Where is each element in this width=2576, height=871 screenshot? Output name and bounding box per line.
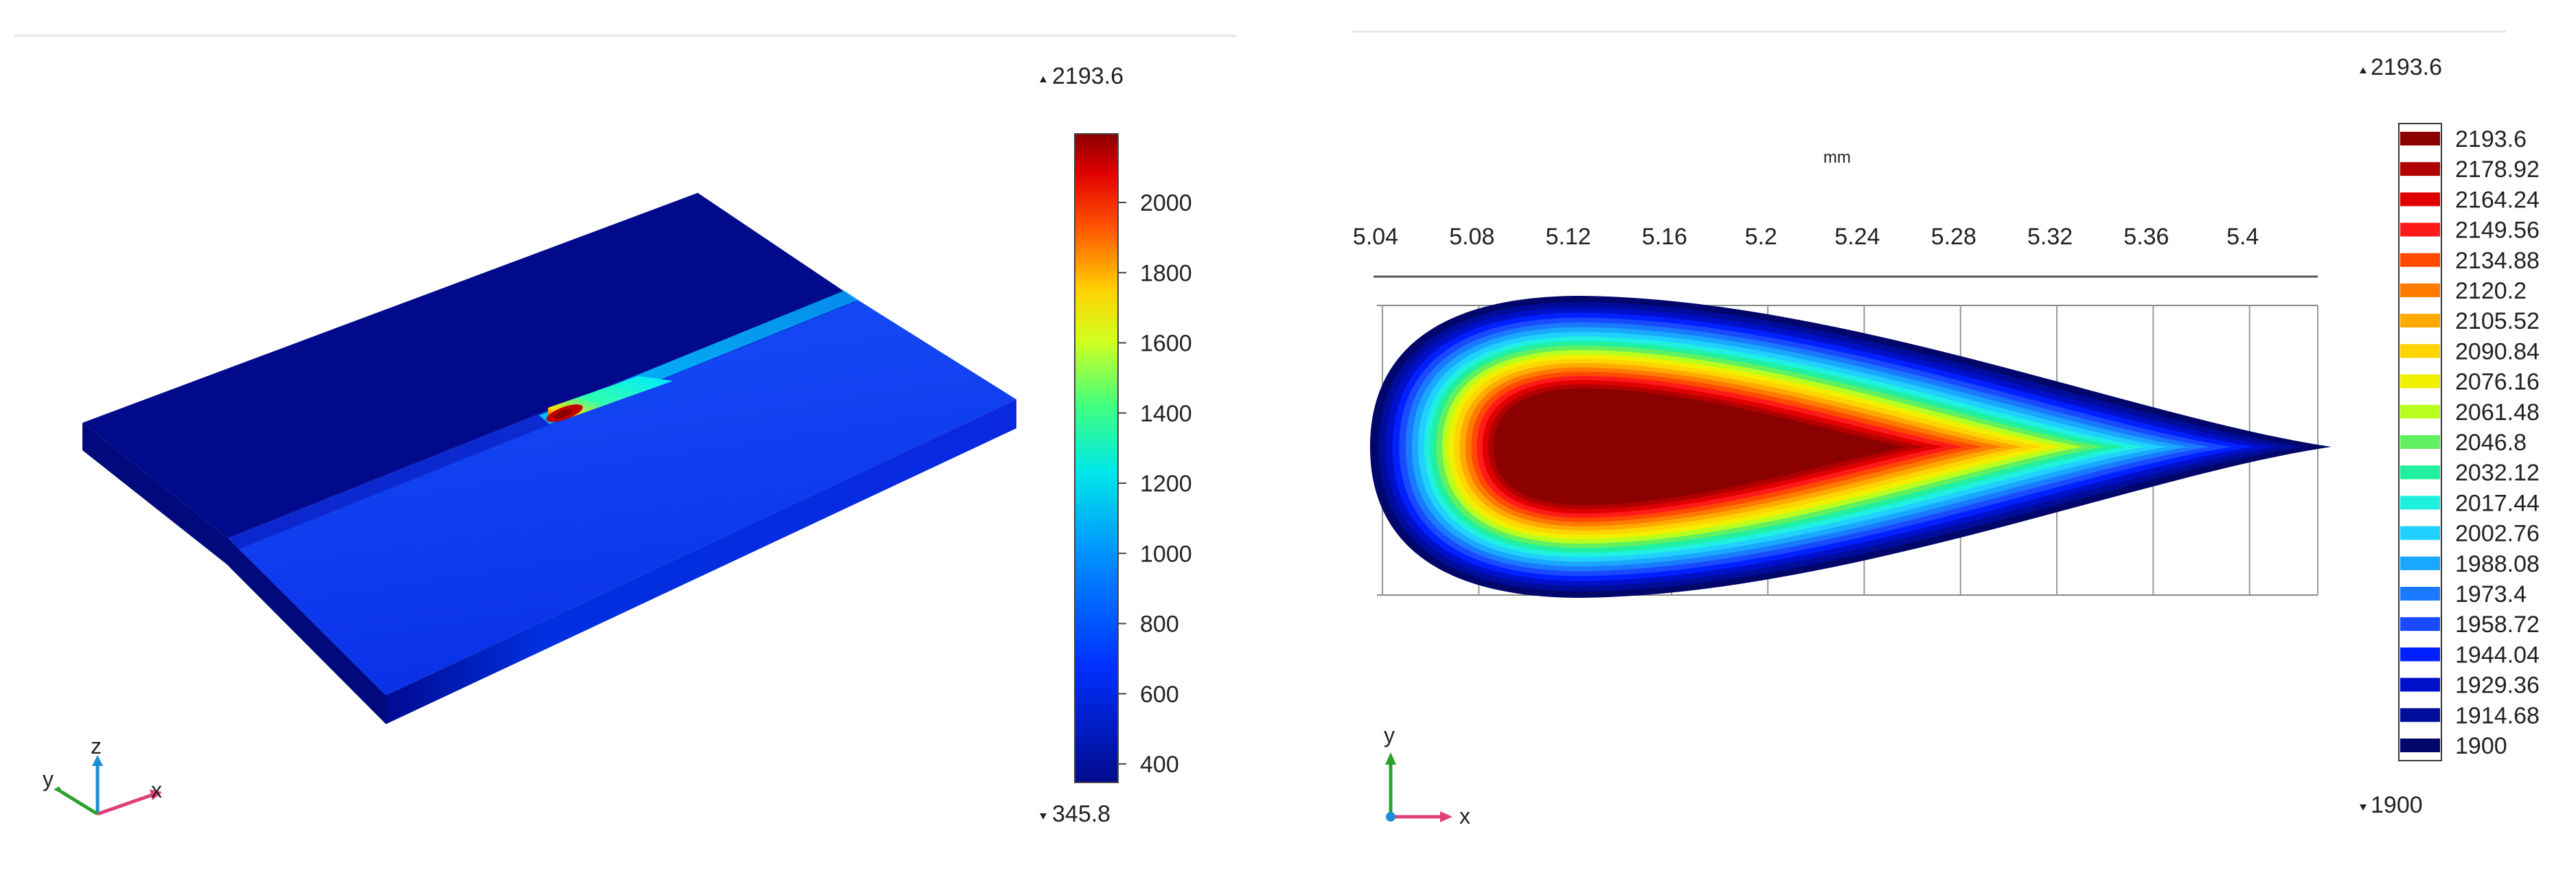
triad-y-label: y bbox=[1384, 723, 1395, 747]
plate-top-front-region bbox=[228, 292, 1016, 695]
colorbar-tick-label: 400 bbox=[1140, 752, 1179, 778]
colorbar-tick-label: 1800 bbox=[1140, 260, 1192, 286]
x-tick-label: 5.36 bbox=[2123, 224, 2169, 250]
right-contour-panel: mm 5.04 5.08 5.12 5.16 5.2 5.24 5.28 5.32 5.36 5.… bbox=[1288, 0, 2576, 871]
legend-swatch bbox=[2400, 496, 2440, 510]
legend-level-label: 2149.56 bbox=[2455, 218, 2540, 244]
legend-level-label: 2134.88 bbox=[2455, 248, 2540, 274]
legend-swatch bbox=[2400, 526, 2440, 540]
legend-swatch bbox=[2400, 739, 2440, 752]
min-marker-icon bbox=[2360, 804, 2367, 811]
melt-pool-center bbox=[554, 409, 573, 419]
x-tick-label: 5.4 bbox=[2226, 224, 2259, 250]
left-min-label: 345.8 bbox=[1052, 801, 1110, 827]
left-colorbar bbox=[1074, 133, 1119, 783]
x-tick-label: 5.24 bbox=[1834, 224, 1880, 250]
min-marker-icon bbox=[1040, 813, 1047, 820]
left-3d-panel: 2000 1800 1600 1400 1200 1000 800 600 400 2193.6… bbox=[14, 34, 1236, 827]
x-tick-label: 5.12 bbox=[1546, 224, 1591, 250]
legend-swatch bbox=[2400, 192, 2440, 207]
colorbar-tick-label: 1400 bbox=[1140, 401, 1192, 427]
triad-z-label: z bbox=[91, 734, 102, 758]
legend-level-label: 2061.48 bbox=[2455, 399, 2540, 426]
x-tick-label: 5.16 bbox=[1642, 224, 1687, 250]
legend-level-label: 2017.44 bbox=[2455, 490, 2540, 516]
right-axis-triad: y x bbox=[1384, 723, 1470, 828]
legend-level-label: 1973.4 bbox=[2455, 581, 2527, 607]
legend-swatch bbox=[2400, 374, 2440, 388]
legend-level-label: 2076.16 bbox=[2455, 369, 2540, 395]
legend-swatch bbox=[2400, 253, 2440, 267]
legend-swatch bbox=[2400, 222, 2440, 237]
unit-label: mm bbox=[1823, 148, 1851, 167]
legend-level-label: 2193.6 bbox=[2455, 126, 2527, 152]
legend-level-label: 1929.36 bbox=[2455, 673, 2540, 699]
plate-top-back-region bbox=[82, 193, 845, 538]
left-colorbar-ticks: 2000 1800 1600 1400 1200 1000 800 600 400 bbox=[1118, 190, 1192, 778]
colorbar-tick-label: 1000 bbox=[1140, 541, 1192, 567]
plate-3d-view: 2000 1800 1600 1400 1200 1000 800 600 400 2193.6… bbox=[14, 34, 1236, 827]
legend-level-label: 2032.12 bbox=[2455, 460, 2540, 486]
triad-x-label: x bbox=[151, 778, 162, 802]
plate-front-side bbox=[386, 399, 1016, 724]
legend-level-label: 2164.24 bbox=[2455, 187, 2540, 213]
legend-level-label: 2046.8 bbox=[2455, 430, 2527, 456]
max-marker-icon bbox=[1040, 76, 1047, 82]
max-marker-icon bbox=[2360, 67, 2367, 73]
triad-x-label: x bbox=[1459, 804, 1470, 828]
colorbar-tick-label: 2000 bbox=[1140, 190, 1192, 216]
legend-swatch bbox=[2400, 404, 2440, 419]
colorbar-tick-label: 600 bbox=[1140, 682, 1179, 708]
melt-pool-contour-view: mm 5.04 5.08 5.12 5.16 5.2 5.24 5.28 5.32 5.36 5.… bbox=[1353, 30, 2540, 828]
colorbar-tick-label: 1200 bbox=[1140, 471, 1192, 497]
left-axis-triad: z y x bbox=[43, 734, 162, 816]
legend-swatch bbox=[2400, 617, 2440, 631]
x-tick-label: 5.28 bbox=[1931, 224, 1976, 250]
x-tick-label: 5.2 bbox=[1745, 224, 1777, 250]
legend-level-label: 2002.76 bbox=[2455, 521, 2540, 547]
legend-swatch bbox=[2400, 587, 2440, 601]
contour-band bbox=[1494, 388, 1906, 505]
x-tick-label: 5.32 bbox=[2027, 224, 2073, 250]
legend-swatch bbox=[2400, 647, 2440, 662]
x-axis-ticks: 5.04 5.08 5.12 5.16 5.2 5.24 5.28 5.32 5.36 5.4 bbox=[1353, 224, 2259, 250]
right-max-label: 2193.6 bbox=[2371, 54, 2442, 80]
legend-level-label: 1900 bbox=[2455, 733, 2507, 759]
x-tick-label: 5.04 bbox=[1353, 224, 1398, 250]
legend-swatch bbox=[2400, 344, 2440, 358]
legend-swatch bbox=[2400, 162, 2440, 176]
legend-swatch bbox=[2400, 556, 2440, 570]
legend-level-label: 2090.84 bbox=[2455, 338, 2540, 364]
triad-y-label: y bbox=[43, 767, 54, 791]
left-max-label: 2193.6 bbox=[1052, 63, 1124, 89]
legend-level-label: 2178.92 bbox=[2455, 156, 2540, 183]
plate-left-side bbox=[82, 423, 386, 724]
legend-swatch bbox=[2400, 132, 2440, 146]
colorbar-tick-label: 800 bbox=[1140, 612, 1179, 638]
legend-level-label: 2105.52 bbox=[2455, 308, 2540, 334]
legend-swatch bbox=[2400, 435, 2440, 449]
legend-level-label: 1988.08 bbox=[2455, 551, 2540, 577]
legend-swatch bbox=[2400, 283, 2440, 297]
colorbar-tick-label: 1600 bbox=[1140, 331, 1192, 357]
legend-level-label: 1944.04 bbox=[2455, 642, 2540, 668]
legend-swatch bbox=[2400, 708, 2440, 722]
legend-swatch bbox=[2400, 677, 2440, 692]
right-min-label: 1900 bbox=[2371, 792, 2423, 818]
legend-swatch bbox=[2400, 465, 2440, 480]
legend-level-label: 2120.2 bbox=[2455, 278, 2527, 304]
x-tick-label: 5.08 bbox=[1449, 224, 1494, 250]
legend-level-label: 1958.72 bbox=[2455, 612, 2540, 638]
legend-swatch bbox=[2400, 314, 2440, 328]
contour-legend: 2193.6 2178.92 2164.24 2149.56 2134.88 2120.2… bbox=[2398, 123, 2540, 762]
legend-level-label: 1914.68 bbox=[2455, 703, 2540, 729]
melt-pool-contours bbox=[1370, 296, 2332, 598]
